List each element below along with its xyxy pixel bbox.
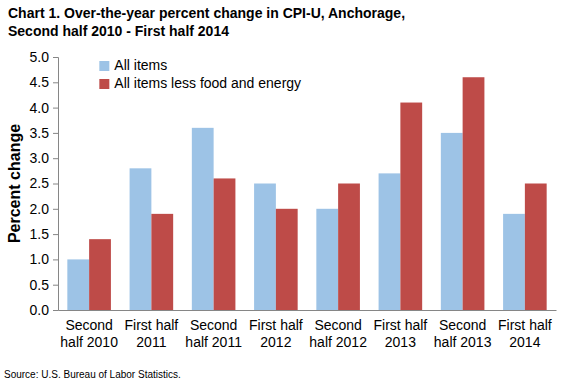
y-tick-mark xyxy=(53,57,58,58)
y-tick-label: 2.0 xyxy=(30,201,50,217)
bar xyxy=(254,184,276,311)
y-tick-label: 4.0 xyxy=(30,100,50,116)
legend-item: All items xyxy=(99,57,167,73)
legend-label: All items xyxy=(114,57,167,73)
x-tick: First half2012 xyxy=(249,317,303,350)
y-axis: 0.0 0.5 1.0 1.5 2.0 2.5 3.0 3.5 4.0 4.5 5.0 xyxy=(30,49,59,318)
legend-swatch xyxy=(99,61,109,71)
subtitle: Second half 2010 - First half 2014 xyxy=(8,23,229,39)
bar xyxy=(316,209,338,310)
x-tick: First half2014 xyxy=(498,317,552,350)
bar xyxy=(400,103,422,310)
x-tick: First half2013 xyxy=(374,317,428,350)
bar xyxy=(130,168,152,310)
bar xyxy=(214,178,236,310)
x-tick-label: First half2013 xyxy=(374,317,428,350)
y-tick-label: 0.5 xyxy=(30,277,50,293)
y-tick: 4.0 xyxy=(30,100,58,116)
y-tick-label: 0.0 xyxy=(30,302,50,318)
bar xyxy=(89,239,111,310)
y-tick: 1.5 xyxy=(30,226,58,242)
bar xyxy=(525,184,547,311)
bar xyxy=(503,214,525,310)
legend-item: All items less food and energy xyxy=(99,75,301,91)
x-tick: Secondhalf 2013 xyxy=(434,317,492,350)
y-axis-title: Percent change xyxy=(6,124,23,243)
legend-swatch xyxy=(99,79,109,89)
y-tick-mark xyxy=(53,285,58,286)
y-tick: 3.5 xyxy=(30,125,58,141)
legend: All items All items less food and energy xyxy=(99,57,301,91)
x-tick: Secondhalf 2010 xyxy=(60,317,118,350)
y-tick-mark xyxy=(53,158,58,159)
y-axis-line xyxy=(53,58,59,311)
x-tick: Secondhalf 2011 xyxy=(185,317,242,350)
x-tick-label: First half2014 xyxy=(498,317,552,350)
bar xyxy=(192,128,214,310)
bar xyxy=(441,133,463,310)
title: Chart 1. Over-the-year percent change in… xyxy=(8,5,405,21)
y-tick-mark xyxy=(53,133,58,134)
x-tick-label: First half2012 xyxy=(249,317,303,350)
y-tick: 2.0 xyxy=(30,201,58,217)
y-tick-label: 3.5 xyxy=(30,125,50,141)
chart: Chart 1. Over-the-year percent change in… xyxy=(0,0,576,384)
x-tick: Secondhalf 2012 xyxy=(309,317,367,350)
bar xyxy=(338,184,360,311)
x-axis: Secondhalf 2010First half2011Secondhalf … xyxy=(59,311,557,351)
y-tick: 0.5 xyxy=(30,277,58,293)
y-tick-mark xyxy=(53,184,58,185)
x-tick: First half2011 xyxy=(125,317,179,350)
legend-label: All items less food and energy xyxy=(114,75,301,91)
y-tick: 3.0 xyxy=(30,150,58,166)
y-tick: 1.0 xyxy=(30,251,58,267)
x-tick-label: Secondhalf 2010 xyxy=(60,317,118,350)
source-note: Source: U.S. Bureau of Labor Statistics. xyxy=(4,369,181,380)
y-tick-label: 2.5 xyxy=(30,175,50,191)
y-tick-mark xyxy=(53,108,58,109)
x-axis-line xyxy=(59,310,557,311)
y-tick-mark xyxy=(53,310,58,311)
bar xyxy=(276,209,298,310)
bars xyxy=(67,77,546,310)
bar xyxy=(67,259,89,310)
y-tick-mark xyxy=(53,234,58,235)
y-tick-mark xyxy=(53,259,58,260)
y-tick-label: 5.0 xyxy=(30,49,50,65)
y-tick-label: 3.0 xyxy=(30,150,50,166)
y-tick-label: 4.5 xyxy=(30,74,50,90)
y-tick-label: 1.5 xyxy=(30,226,50,242)
bar xyxy=(151,214,173,310)
bar xyxy=(463,77,485,310)
plot: 0.0 0.5 1.0 1.5 2.0 2.5 3.0 3.5 4.0 4.5 5.0 Secondh… xyxy=(30,49,557,350)
y-tick: 4.5 xyxy=(30,74,58,90)
y-tick-mark xyxy=(53,209,58,210)
x-tick-label: Secondhalf 2011 xyxy=(185,317,242,350)
y-tick: 5.0 xyxy=(30,49,58,65)
bar xyxy=(379,173,401,310)
y-tick-label: 1.0 xyxy=(30,251,50,267)
x-tick-label: First half2011 xyxy=(125,317,179,350)
y-tick: 0.0 xyxy=(30,302,58,318)
y-tick-mark xyxy=(53,82,58,83)
x-tick-label: Secondhalf 2012 xyxy=(309,317,367,350)
x-tick-label: Secondhalf 2013 xyxy=(434,317,492,350)
y-tick: 2.5 xyxy=(30,175,58,191)
